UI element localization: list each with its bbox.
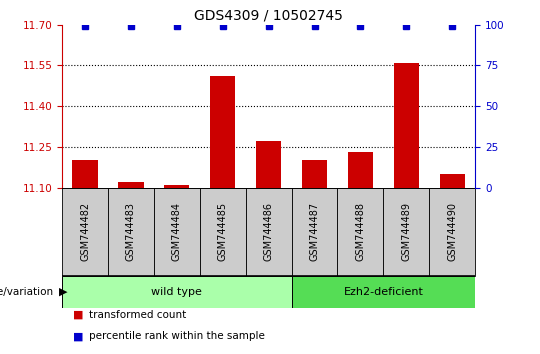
Bar — [164, 185, 190, 188]
Text: GSM744484: GSM744484 — [172, 202, 182, 261]
Text: GSM744482: GSM744482 — [80, 202, 90, 262]
Text: transformed count: transformed count — [89, 310, 186, 320]
Bar — [440, 174, 465, 188]
Bar — [108, 188, 154, 276]
Bar — [292, 276, 475, 308]
Bar — [394, 63, 419, 188]
Bar — [72, 160, 98, 188]
Text: GSM744488: GSM744488 — [355, 202, 366, 261]
Text: Ezh2-deficient: Ezh2-deficient — [343, 287, 423, 297]
Text: ■: ■ — [73, 331, 83, 341]
Text: GSM744486: GSM744486 — [264, 202, 274, 261]
Bar — [292, 188, 338, 276]
Text: ■: ■ — [73, 310, 83, 320]
Text: ▶: ▶ — [59, 287, 68, 297]
Bar — [118, 182, 144, 188]
Title: GDS4309 / 10502745: GDS4309 / 10502745 — [194, 8, 343, 22]
Text: GSM744489: GSM744489 — [401, 202, 411, 261]
Text: GSM744483: GSM744483 — [126, 202, 136, 261]
Text: GSM744490: GSM744490 — [447, 202, 457, 261]
Bar — [348, 152, 373, 188]
Bar — [338, 188, 383, 276]
Bar — [210, 76, 235, 188]
Text: GSM744487: GSM744487 — [309, 202, 320, 262]
Text: wild type: wild type — [151, 287, 202, 297]
Bar — [383, 188, 429, 276]
Text: GSM744485: GSM744485 — [218, 202, 228, 262]
Bar — [62, 276, 292, 308]
Bar — [154, 188, 200, 276]
Bar — [256, 142, 281, 188]
Text: genotype/variation: genotype/variation — [0, 287, 57, 297]
Bar — [200, 188, 246, 276]
Text: percentile rank within the sample: percentile rank within the sample — [89, 331, 265, 341]
Bar — [62, 188, 108, 276]
Bar — [302, 160, 327, 188]
Bar — [429, 188, 475, 276]
Bar — [246, 188, 292, 276]
